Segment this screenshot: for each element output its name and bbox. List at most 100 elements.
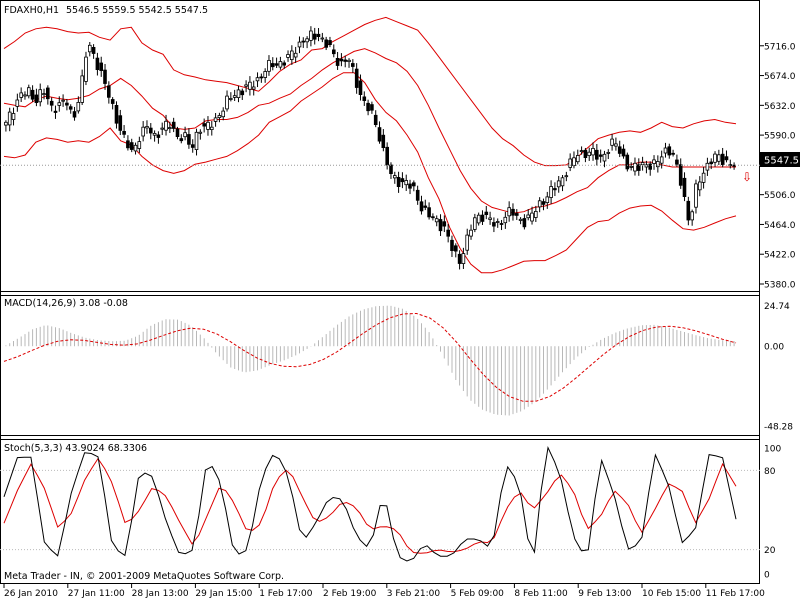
candle <box>598 149 603 163</box>
candle <box>709 158 713 170</box>
candle <box>591 142 595 161</box>
stoch-panel <box>0 446 760 562</box>
candle <box>331 44 336 58</box>
candle-body <box>392 175 397 179</box>
price-tick-label: 5632.0 <box>764 102 796 112</box>
candle <box>179 134 184 144</box>
candle-body <box>659 156 664 164</box>
time-tick-label: 2 Feb 19:00 <box>323 589 377 599</box>
candle-body <box>232 95 237 98</box>
candle <box>137 136 142 153</box>
candle-body <box>350 63 355 67</box>
candle <box>339 53 344 67</box>
price-tick-label: 5674.0 <box>764 72 796 82</box>
candle-body <box>404 180 408 186</box>
stoch-tick-label: 100 <box>764 445 781 455</box>
candle-body <box>606 151 611 154</box>
candle-body <box>194 131 199 151</box>
candle <box>465 228 469 255</box>
candle <box>148 123 153 140</box>
candle <box>244 80 248 93</box>
candle-body <box>446 229 450 237</box>
candle-body <box>656 161 660 168</box>
candle-body <box>160 127 165 130</box>
candle-body <box>145 126 149 129</box>
candle <box>442 215 447 233</box>
candle-body <box>312 33 317 40</box>
candle <box>76 96 81 114</box>
candle <box>438 214 443 236</box>
candle-body <box>228 98 233 100</box>
candle <box>686 196 691 226</box>
candle-body <box>389 164 393 175</box>
candle <box>602 150 607 168</box>
candle-body <box>167 127 172 129</box>
candle <box>53 105 58 119</box>
candle-body <box>698 181 702 191</box>
candle-body <box>328 40 332 45</box>
candle <box>324 36 328 51</box>
candle-body <box>57 102 62 106</box>
candle-body <box>560 177 565 187</box>
candle-body <box>415 189 420 201</box>
candle-body <box>65 102 69 106</box>
candle <box>49 97 54 112</box>
candle-body <box>4 121 8 126</box>
candle-body <box>629 165 633 168</box>
time-tick-label: 9 Feb 13:00 <box>578 589 632 599</box>
price-tick-label: 5464.0 <box>764 221 796 231</box>
candle <box>316 28 321 42</box>
candle <box>728 159 733 169</box>
bollinger-upper-line <box>3 16 737 167</box>
candle-body <box>717 154 721 162</box>
candle <box>411 180 416 192</box>
candle <box>621 144 626 159</box>
candle-body <box>152 132 157 136</box>
candle-body <box>259 76 264 79</box>
candle <box>694 179 698 214</box>
candle <box>530 206 534 225</box>
candle-body <box>640 162 645 166</box>
price-tick-label: 5380.0 <box>764 281 796 291</box>
candle-body <box>537 200 542 208</box>
candle <box>534 205 538 223</box>
candle <box>461 247 466 269</box>
candle <box>301 37 306 48</box>
candle-body <box>171 121 176 129</box>
candle <box>499 219 504 231</box>
candle <box>198 129 203 140</box>
time-tick-label: 5 Feb 09:00 <box>451 589 505 599</box>
candle <box>160 122 165 136</box>
candle-body <box>11 113 16 120</box>
candle <box>682 172 687 202</box>
candle <box>732 162 736 170</box>
candle-body <box>183 132 187 138</box>
candle-body <box>583 149 588 159</box>
candle-body <box>282 62 286 66</box>
candle-body <box>720 153 725 165</box>
stoch-tick-label: 80 <box>764 467 776 477</box>
candle <box>518 217 523 225</box>
candle-body <box>652 159 656 164</box>
candle-body <box>347 59 351 62</box>
candle <box>354 63 359 94</box>
candle <box>450 235 454 257</box>
candle-body <box>99 62 104 71</box>
time-tick-label: 11 Feb 17:00 <box>706 589 765 599</box>
candle <box>701 166 706 189</box>
candle-body <box>213 117 218 122</box>
candle-body <box>19 92 23 98</box>
candle <box>236 85 241 103</box>
candle <box>255 72 260 88</box>
candle-body <box>38 89 42 103</box>
candle-body <box>251 86 256 90</box>
candle <box>381 129 386 152</box>
candle <box>667 143 672 159</box>
candle-body <box>472 217 477 230</box>
candle <box>270 57 275 71</box>
candle-body <box>728 164 733 167</box>
candle-body <box>663 147 668 154</box>
candle <box>129 138 134 153</box>
candle-body <box>187 134 191 145</box>
